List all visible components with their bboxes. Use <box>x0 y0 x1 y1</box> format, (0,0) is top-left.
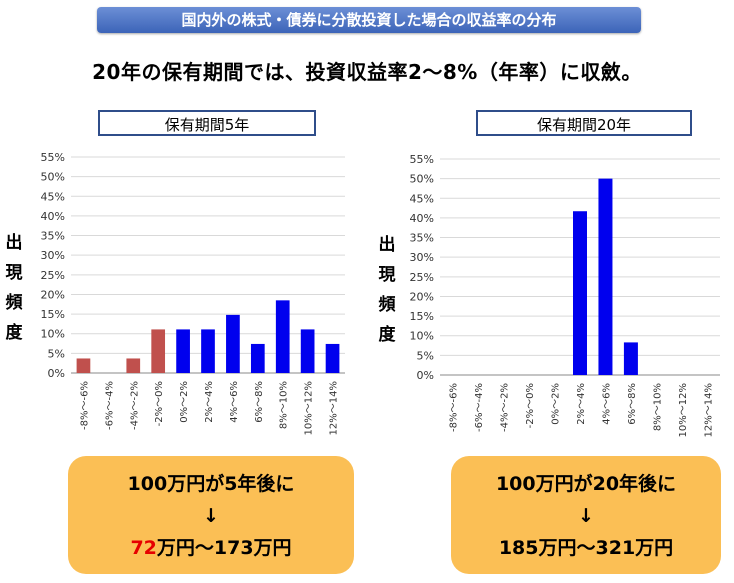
chart-5y-bar <box>201 329 215 373</box>
chart-title-5y: 保有期間5年 <box>98 110 316 136</box>
chart-5y-y-tick-label: 15% <box>41 308 65 321</box>
y-axis-char: 現 <box>5 263 23 283</box>
chart-20y-x-tick-label: 10%～12% <box>678 383 689 437</box>
chart-20y-y-tick-label: 50% <box>410 173 434 186</box>
chart-20y-y-tick-label: 25% <box>410 271 434 284</box>
chart-5y-bar <box>275 300 290 373</box>
chart-5y-x-tick-label: -2%～0% <box>154 381 165 426</box>
result-line1: 100万円が20年後に <box>495 473 677 495</box>
chart-5y-y-tick-label: 0% <box>48 367 65 380</box>
chart-5y-bar <box>151 329 166 373</box>
chart-5y-y-tick-label: 40% <box>41 210 65 223</box>
chart-5y-x-tick-label: 4%～6% <box>229 381 240 423</box>
chart-20y-y-tick-label: 10% <box>410 330 434 343</box>
chart-5y-x-tick-label: 0%～2% <box>179 381 190 423</box>
chart-20y-x-tick-label: 0%～2% <box>551 383 562 425</box>
result-line1: 100万円が5年後に <box>127 473 295 495</box>
chart-5y-x-tick-label: -6%～-4% <box>104 381 115 430</box>
chart-20y-y-tick-label: 55% <box>410 153 434 166</box>
chart-20y-x-tick-label: 4%～6% <box>601 383 612 425</box>
chart-5y-bar <box>176 329 190 373</box>
result-range: 185万円～321万円 <box>451 532 721 564</box>
chart-5y-y-tick-label: 10% <box>41 328 65 341</box>
chart-20y-bar <box>598 178 613 375</box>
y-axis-char: 頻 <box>5 293 23 313</box>
result-low-value: 72 <box>130 537 157 559</box>
chart-5y-y-tick-label: 50% <box>41 171 65 184</box>
chart-20y-x-tick-label: 8%～10% <box>652 383 663 431</box>
chart-5y-y-tick-label: 5% <box>48 347 65 360</box>
chart-5y-y-tick-label: 55% <box>41 151 65 164</box>
result-box-20y: 100万円が20年後に ↓ 185万円～321万円 <box>451 456 721 574</box>
result-low-value: 185 <box>498 537 539 559</box>
chart-5y-bar <box>126 358 141 373</box>
chart-5y-bar <box>325 343 340 373</box>
chart-5y-bar <box>250 343 265 373</box>
chart-5y-y-tick-label: 35% <box>41 230 65 243</box>
chart-20y-y-tick-label: 15% <box>410 310 434 323</box>
chart-20y-y-tick-label: 35% <box>410 232 434 245</box>
result-range: 72万円～173万円 <box>68 532 354 564</box>
chart-5y-x-tick-label: 2%～4% <box>204 381 215 423</box>
y-axis-label-left: 出 現 頻 度 <box>4 228 24 348</box>
y-axis-char: 頻 <box>378 295 396 315</box>
chart-5y-y-tick-label: 30% <box>41 249 65 262</box>
headline: 20年の保有期間では、投資収益率2～8%（年率）に収斂。 <box>92 60 642 84</box>
chart-20y-y-tick-label: 45% <box>410 192 434 205</box>
chart-5y-bar <box>226 314 240 373</box>
chart-5y-y-tick-label: 20% <box>41 288 65 301</box>
chart-5y-bar <box>76 358 91 373</box>
chart-5y-y-tick-label: 45% <box>41 190 65 203</box>
result-range-rest: 万円～173万円 <box>156 537 292 559</box>
y-axis-char: 現 <box>378 265 396 285</box>
chart-20y-bar <box>573 211 587 375</box>
chart-20y-y-tick-label: 30% <box>410 251 434 264</box>
down-arrow-icon: ↓ <box>203 505 219 527</box>
chart-20y-x-tick-label: -2%～0% <box>525 383 536 428</box>
chart-5y-x-tick-label: 10%～12% <box>304 381 315 435</box>
chart-5y-x-tick-label: -8%～-6% <box>79 381 90 430</box>
y-axis-char: 度 <box>378 325 396 345</box>
chart-20y-y-tick-label: 20% <box>410 290 434 303</box>
chart-20y-x-tick-label: 12%～14% <box>703 383 714 437</box>
chart-20y-y-tick-label: 5% <box>417 349 434 362</box>
chart-title-20y: 保有期間20年 <box>476 110 692 136</box>
result-range-rest: 万円～321万円 <box>538 537 674 559</box>
chart-20y-y-tick-label: 40% <box>410 212 434 225</box>
result-box-5y: 100万円が5年後に ↓ 72万円～173万円 <box>68 456 354 574</box>
title-banner: 国内外の株式・債券に分散投資した場合の収益率の分布 <box>97 7 641 33</box>
chart-20y-x-tick-label: -6%～-4% <box>474 383 485 432</box>
chart-5y-y-tick-label: 25% <box>41 269 65 282</box>
chart-5y-x-tick-label: 6%～8% <box>254 381 265 423</box>
chart-20y-x-tick-label: -8%～-6% <box>449 383 460 432</box>
y-axis-char: 出 <box>378 235 396 255</box>
chart-5y-x-tick-label: 12%～14% <box>329 381 340 435</box>
chart-20y-x-tick-label: 6%～8% <box>627 383 638 425</box>
chart-20y-x-tick-label: -4%～-2% <box>500 383 511 432</box>
y-axis-label-right: 出 現 頻 度 <box>377 230 397 350</box>
y-axis-char: 度 <box>5 323 23 343</box>
chart-5y-x-tick-label: 8%～10% <box>279 381 290 429</box>
down-arrow-icon: ↓ <box>578 505 594 527</box>
chart-5y-bar <box>300 329 315 373</box>
chart-20y-bar <box>623 342 638 375</box>
y-axis-char: 出 <box>5 233 23 253</box>
chart-20y-y-tick-label: 0% <box>417 369 434 382</box>
chart-20y-x-tick-label: 2%～4% <box>576 383 587 425</box>
chart-5y-x-tick-label: -4%～-2% <box>129 381 140 430</box>
